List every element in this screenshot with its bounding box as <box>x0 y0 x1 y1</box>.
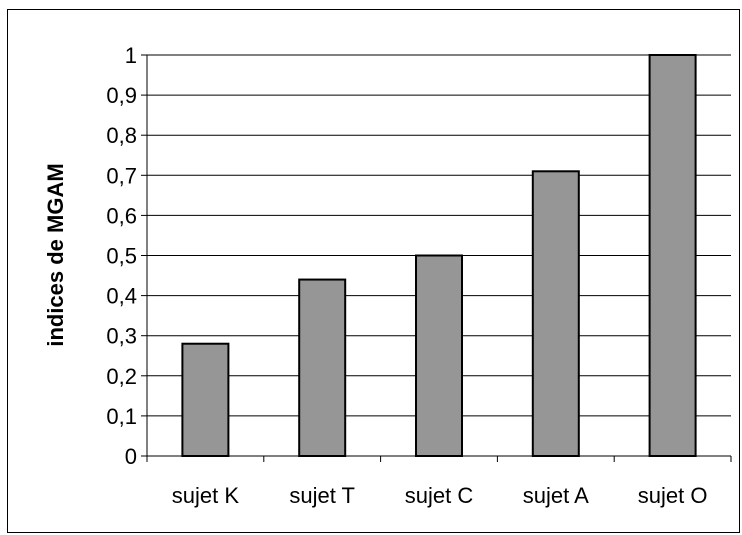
y-tick-label: 0,4 <box>106 284 137 309</box>
bar-sujet-k <box>181 342 230 457</box>
y-tick-label: 0,5 <box>106 244 137 269</box>
y-tick-label: 0,8 <box>106 123 137 148</box>
x-tick-label: sujet A <box>523 483 589 508</box>
y-tick-label: 0,3 <box>106 324 137 349</box>
bar-sujet-o <box>648 54 697 457</box>
bar-sujet-a <box>531 170 580 457</box>
y-tick-label: 0,9 <box>106 83 137 108</box>
y-tick-label: 0,2 <box>106 364 137 389</box>
x-tick-label: sujet O <box>638 483 708 508</box>
x-tick-label: sujet T <box>289 483 355 508</box>
chart-frame <box>7 9 740 533</box>
y-tick-label: 1 <box>125 43 137 68</box>
bar-sujet-t <box>298 278 347 457</box>
y-tick-label: 0 <box>125 444 137 469</box>
y-axis-title: indices de MGAM <box>43 163 68 346</box>
x-tick-label: sujet C <box>405 483 474 508</box>
y-tick-label: 0,1 <box>106 404 137 429</box>
axes <box>141 54 732 462</box>
y-tick-label: 0,7 <box>106 163 137 188</box>
gridlines <box>147 54 731 417</box>
bar-sujet-c <box>415 254 463 457</box>
x-tick-labels: sujet K sujet T sujet C sujet A sujet O <box>172 483 708 508</box>
y-tick-label: 0,6 <box>106 203 137 228</box>
y-tick-labels: 0 0,1 0,2 0,3 0,4 0,5 0,6 0,7 0,8 0,9 1 <box>106 43 137 469</box>
x-tick-label: sujet K <box>172 483 240 508</box>
